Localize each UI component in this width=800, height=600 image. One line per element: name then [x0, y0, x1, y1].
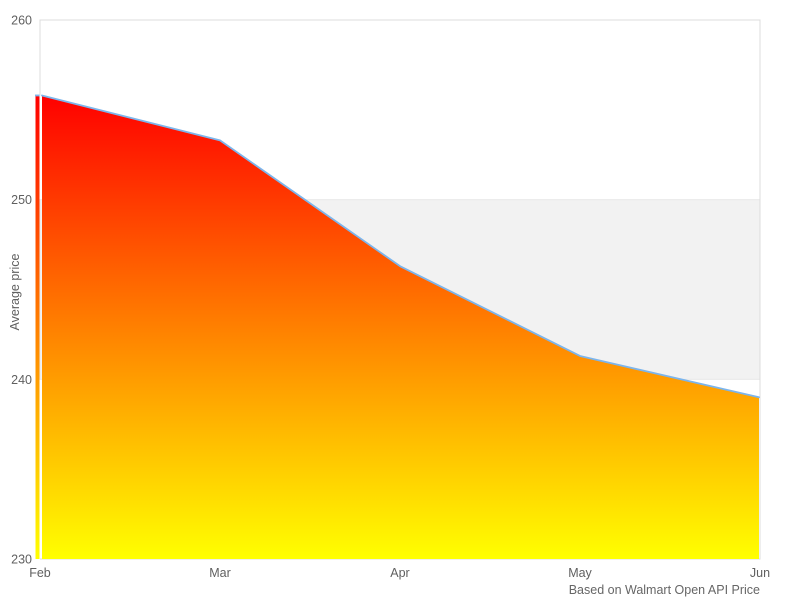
chart-caption: Based on Walmart Open API Price: [569, 583, 760, 597]
area-left-stripe: [35, 95, 40, 560]
x-tick-label: Feb: [29, 566, 51, 580]
y-tick-label: 230: [11, 553, 32, 567]
area-series: [42, 95, 759, 560]
x-tick-label: Mar: [209, 566, 231, 580]
x-tick-label: May: [568, 566, 592, 580]
x-tick-label: Apr: [390, 566, 409, 580]
y-tick-label: 260: [11, 14, 32, 28]
y-tick-label: 240: [11, 373, 32, 387]
x-tick-label: Jun: [750, 566, 770, 580]
series-line: [41, 94, 760, 399]
y-axis-title: Average price: [8, 254, 22, 331]
y-tick-label: 250: [11, 193, 32, 207]
